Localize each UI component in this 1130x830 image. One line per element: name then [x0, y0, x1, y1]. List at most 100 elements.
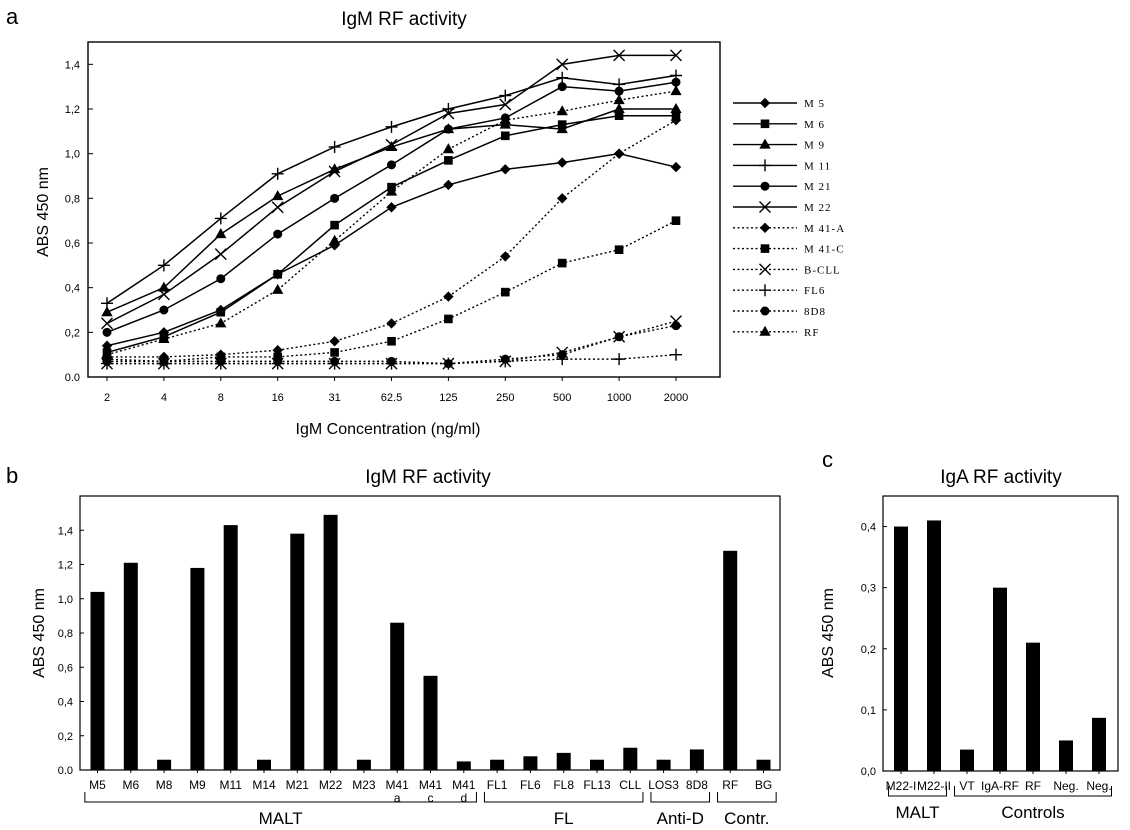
group-bracket: [954, 786, 1112, 797]
data-point: [556, 193, 568, 204]
data-point: [613, 148, 625, 159]
legend-marker: [759, 284, 771, 297]
x-tick-label-a: 2000: [664, 392, 688, 404]
data-point: [385, 185, 398, 196]
x-category-label: M11: [219, 778, 242, 792]
legend-label: M 41-A: [804, 223, 845, 235]
bar: [590, 759, 604, 770]
legend-label: M 41-C: [804, 244, 845, 256]
data-point: [443, 359, 453, 369]
panel-letter-a: a: [6, 4, 19, 29]
data-point: [329, 336, 340, 347]
bar: [927, 520, 941, 771]
data-point: [613, 102, 625, 113]
y-tick-label-a: 1,4: [65, 59, 80, 71]
series-line-m6: [106, 114, 676, 354]
data-point: [101, 317, 113, 330]
x-tick-label-a: 31: [328, 392, 340, 404]
data-point: [556, 71, 569, 84]
x-category-sublabel: a: [394, 791, 401, 805]
x-category-label: M5: [89, 778, 106, 792]
x-category-label: BG: [755, 778, 772, 792]
x-category-label: RF: [722, 778, 738, 792]
groups-b: MALT FL Anti-D Contr.: [84, 792, 777, 828]
data-point: [670, 85, 682, 96]
x-axis-c: M22-I M22-II VT IgA-RF RF Neg. Neg.: [886, 771, 1112, 793]
x-category-label: M23: [352, 778, 376, 792]
y-axis-a: 0.0 0,2 0,4 0,6 0,8 1,0 1,2 1,4: [65, 59, 93, 384]
data-point: [500, 164, 511, 175]
data-point: [273, 229, 283, 239]
data-point: [556, 105, 568, 116]
y-tick-label-a: 0,4: [65, 283, 80, 295]
legend-label: M 21: [804, 181, 832, 193]
data-point: [557, 82, 567, 92]
data-point: [444, 314, 453, 324]
group-label: Contr.: [724, 809, 769, 828]
y-tick-label-a: 1,2: [65, 104, 80, 116]
bar: [190, 567, 205, 770]
data-point: [101, 306, 113, 317]
y-tick-label-c: 0,1: [861, 705, 876, 717]
legend-label: M 6: [804, 119, 825, 131]
data-point: [387, 356, 396, 366]
legend-marker: [759, 263, 771, 276]
data-point: [386, 318, 397, 329]
group-bracket: [84, 792, 477, 803]
bar: [356, 759, 371, 770]
legend-marker: [759, 201, 771, 213]
data-point: [556, 58, 569, 71]
data-point: [442, 143, 455, 154]
data-point: [101, 348, 113, 359]
series-line-m5: [106, 152, 677, 347]
data-point: [670, 348, 682, 361]
legend-label: M 9: [804, 140, 825, 152]
data-point: [385, 138, 398, 151]
data-point: [272, 190, 284, 201]
data-point: [556, 123, 568, 134]
data-point: [328, 165, 341, 178]
x-category-label: M9: [189, 778, 206, 792]
data-point: [443, 179, 454, 191]
bars-b: [90, 514, 771, 770]
legend-label: B-CLL: [804, 264, 841, 276]
y-tick-label-b: 0.0: [58, 765, 73, 777]
x-category-label: CLL: [619, 778, 641, 792]
legend-marker: [759, 222, 771, 234]
bar: [323, 514, 338, 770]
y-tick-label-a: 0.0: [65, 372, 80, 384]
data-point: [670, 161, 682, 173]
data-point: [101, 297, 113, 310]
data-point: [556, 157, 568, 168]
data-point: [613, 353, 626, 366]
data-point: [328, 234, 341, 245]
data-point: [215, 228, 227, 239]
y-axis-title-c: ABS 450 nm: [820, 588, 837, 678]
data-point: [158, 281, 170, 292]
y-axis-c: 0,0 0,1 0,2 0,3 0,4: [861, 522, 887, 778]
data-point: [271, 201, 284, 214]
data-point: [328, 140, 341, 153]
legend-a: M 5 M 6 M 9 M 11 M 21 M 22 M 41-A M 41-C B-CLL FL…: [733, 97, 845, 339]
bar: [1026, 642, 1040, 771]
plot-area-a: [87, 41, 721, 378]
x-category-label: FL6: [520, 778, 541, 792]
data-point: [386, 202, 397, 213]
x-tick-label-a: 2: [104, 392, 110, 404]
bar: [123, 562, 138, 770]
bars-c: [894, 520, 1106, 771]
y-tick-label-a: 0,6: [65, 238, 80, 250]
bar: [257, 759, 271, 770]
data-point: [614, 332, 624, 342]
x-category-label: FL13: [583, 778, 611, 792]
bar: [1092, 717, 1106, 771]
bar: [623, 747, 638, 770]
data-point: [272, 283, 284, 294]
x-tick-label-a: 125: [439, 392, 457, 404]
legend-marker: [759, 325, 771, 336]
bar: [223, 525, 238, 770]
legend-label: FL6: [804, 285, 825, 297]
legend-label: M 5: [804, 98, 825, 110]
y-tick-label-c: 0,2: [861, 644, 876, 656]
